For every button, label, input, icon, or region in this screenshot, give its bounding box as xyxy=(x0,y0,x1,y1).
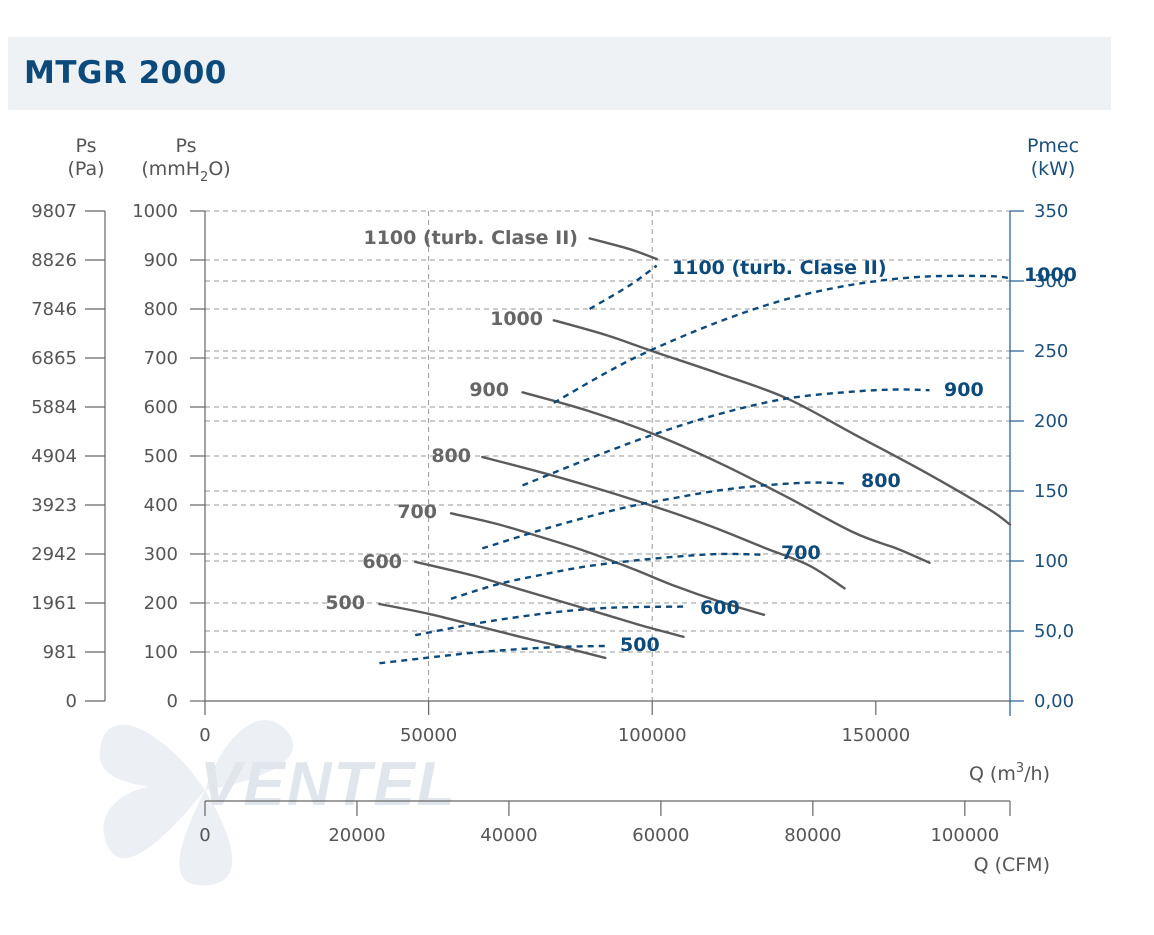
ps-pa-tick-label: 2942 xyxy=(31,544,77,565)
pressure-curves xyxy=(378,237,1012,660)
ps-pa-tick-label: 1961 xyxy=(31,593,77,614)
q-m3h-label-prefix: Q (m xyxy=(969,763,1016,785)
ps-pa-axis-unit: (Pa) xyxy=(67,158,104,180)
pressure-curve-500 xyxy=(378,602,607,660)
chart-header: MTGR 2000 xyxy=(8,37,1111,110)
ps-mmh2o-unit-sub: 2 xyxy=(200,170,208,185)
ps-mmh2o-tick-label: 0 xyxy=(167,691,178,712)
power-curve-1000 xyxy=(553,274,1011,404)
watermark: VENTEL xyxy=(99,720,457,886)
curve-labels: 1100 (turb. Clase II) 1000 900 800 700 600 500… xyxy=(325,227,1077,656)
pressure-curve-800 xyxy=(481,455,846,590)
power-curves xyxy=(379,264,1011,665)
pressure-curve-label: 500 xyxy=(325,592,365,614)
page-title: MTGR 2000 xyxy=(24,55,227,91)
ps-mmh2o-tick-label: 400 xyxy=(144,495,178,516)
power-curve-label: 1000 xyxy=(1024,264,1077,286)
pressure-curve-700 xyxy=(449,512,766,616)
q-cfm-tick-label: 100000 xyxy=(930,825,999,846)
ps-mmh2o-unit-prefix: (mmH xyxy=(141,158,200,180)
ps-pa-tick-label: 9807 xyxy=(31,201,77,222)
power-curve-500 xyxy=(379,644,606,665)
q-cfm-tick-label: 20000 xyxy=(328,825,385,846)
pressure-curve-label: 1000 xyxy=(490,308,543,330)
ps-mmh2o-tick-label: 700 xyxy=(144,348,178,369)
q-cfm-tick-label: 40000 xyxy=(480,825,537,846)
axes: 9807 8826 7846 6865 5884 4904 3923 2942 1961 981 0… xyxy=(31,201,1074,846)
ps-pa-tick-label: 8826 xyxy=(31,250,77,271)
power-curve-label: 700 xyxy=(781,542,821,564)
q-cfm-tick-label: 60000 xyxy=(632,825,689,846)
q-m3h-tick-label: 0 xyxy=(199,725,210,746)
ps-pa-tick-label: 981 xyxy=(43,642,77,663)
ps-mmh2o-tick-label: 900 xyxy=(144,250,178,271)
q-m3h-label-suffix: /h) xyxy=(1024,763,1050,785)
ps-mmh2o-tick-label: 500 xyxy=(144,446,178,467)
pmec-axis-unit: (kW) xyxy=(1031,158,1076,180)
pressure-curve-label: 600 xyxy=(362,551,402,573)
pressure-curve-600 xyxy=(414,560,685,638)
q-m3h-axis-label: Q (m3/h) xyxy=(969,761,1050,785)
q-m3h-tick-label: 150000 xyxy=(841,725,910,746)
ps-mmh2o-unit-suffix: O) xyxy=(208,158,230,180)
power-curve-600 xyxy=(414,605,684,637)
power-curve-800 xyxy=(481,481,845,550)
q-cfm-tick-label: 0 xyxy=(199,825,210,846)
ps-pa-axis-label: Ps xyxy=(75,135,96,157)
ps-pa-tick-label: 0 xyxy=(66,691,77,712)
pressure-curve-label: 1100 (turb. Clase II) xyxy=(363,227,578,249)
pressure-curve-label: 700 xyxy=(397,501,437,523)
q-m3h-label-sup: 3 xyxy=(1016,761,1024,776)
ps-mmh2o-tick-label: 200 xyxy=(144,593,178,614)
q-cfm-axis-label: Q (CFM) xyxy=(974,854,1050,876)
power-curve-label: 900 xyxy=(944,379,984,401)
ps-pa-tick-label: 5884 xyxy=(31,397,77,418)
ps-mmh2o-tick-label: 300 xyxy=(144,544,178,565)
pressure-curve-1100 xyxy=(588,237,658,261)
ps-mmh2o-tick-label: 800 xyxy=(144,299,178,320)
power-curve-label: 800 xyxy=(861,470,901,492)
q-cfm-tick-label: 80000 xyxy=(784,825,841,846)
pressure-curve-900 xyxy=(521,391,931,564)
pmec-tick-label: 50,0 xyxy=(1034,621,1074,642)
ps-pa-tick-label: 6865 xyxy=(31,348,77,369)
ps-pa-tick-label: 7846 xyxy=(31,299,77,320)
power-curve-1100 xyxy=(588,264,658,311)
pmec-tick-label: 150 xyxy=(1034,481,1068,502)
pmec-tick-label: 100 xyxy=(1034,551,1068,572)
power-curve-700 xyxy=(450,552,765,600)
pmec-tick-label: 200 xyxy=(1034,411,1068,432)
q-m3h-tick-label: 50000 xyxy=(400,725,457,746)
pmec-tick-label: 0,00 xyxy=(1034,691,1074,712)
pressure-curve-label: 900 xyxy=(469,379,509,401)
pressure-curve-label: 800 xyxy=(431,445,471,467)
pmec-axis-label: Pmec xyxy=(1027,135,1079,157)
pmec-tick-label: 250 xyxy=(1034,341,1068,362)
ps-mmh2o-axis-unit: (mmH2O) xyxy=(141,158,230,185)
pmec-tick-label: 350 xyxy=(1034,201,1068,222)
ps-mmh2o-tick-label: 1000 xyxy=(132,201,178,222)
power-curve-label: 500 xyxy=(620,634,660,656)
ps-pa-tick-label: 3923 xyxy=(31,495,77,516)
ps-pa-tick-label: 4904 xyxy=(31,446,77,467)
ps-mmh2o-axis-label: Ps xyxy=(175,135,196,157)
fan-blade-logo-icon xyxy=(99,720,294,886)
ps-mmh2o-tick-label: 100 xyxy=(144,642,178,663)
power-curve-900 xyxy=(522,388,930,487)
power-curve-label: 1100 (turb. Clase II) xyxy=(672,257,887,279)
watermark-logo-text: VENTEL xyxy=(200,750,457,819)
power-curve-label: 600 xyxy=(700,597,740,619)
ps-mmh2o-tick-label: 600 xyxy=(144,397,178,418)
grid-lines xyxy=(205,210,1010,701)
pmec-tick-label: 300 xyxy=(1034,271,1068,292)
q-m3h-tick-label: 100000 xyxy=(618,725,687,746)
